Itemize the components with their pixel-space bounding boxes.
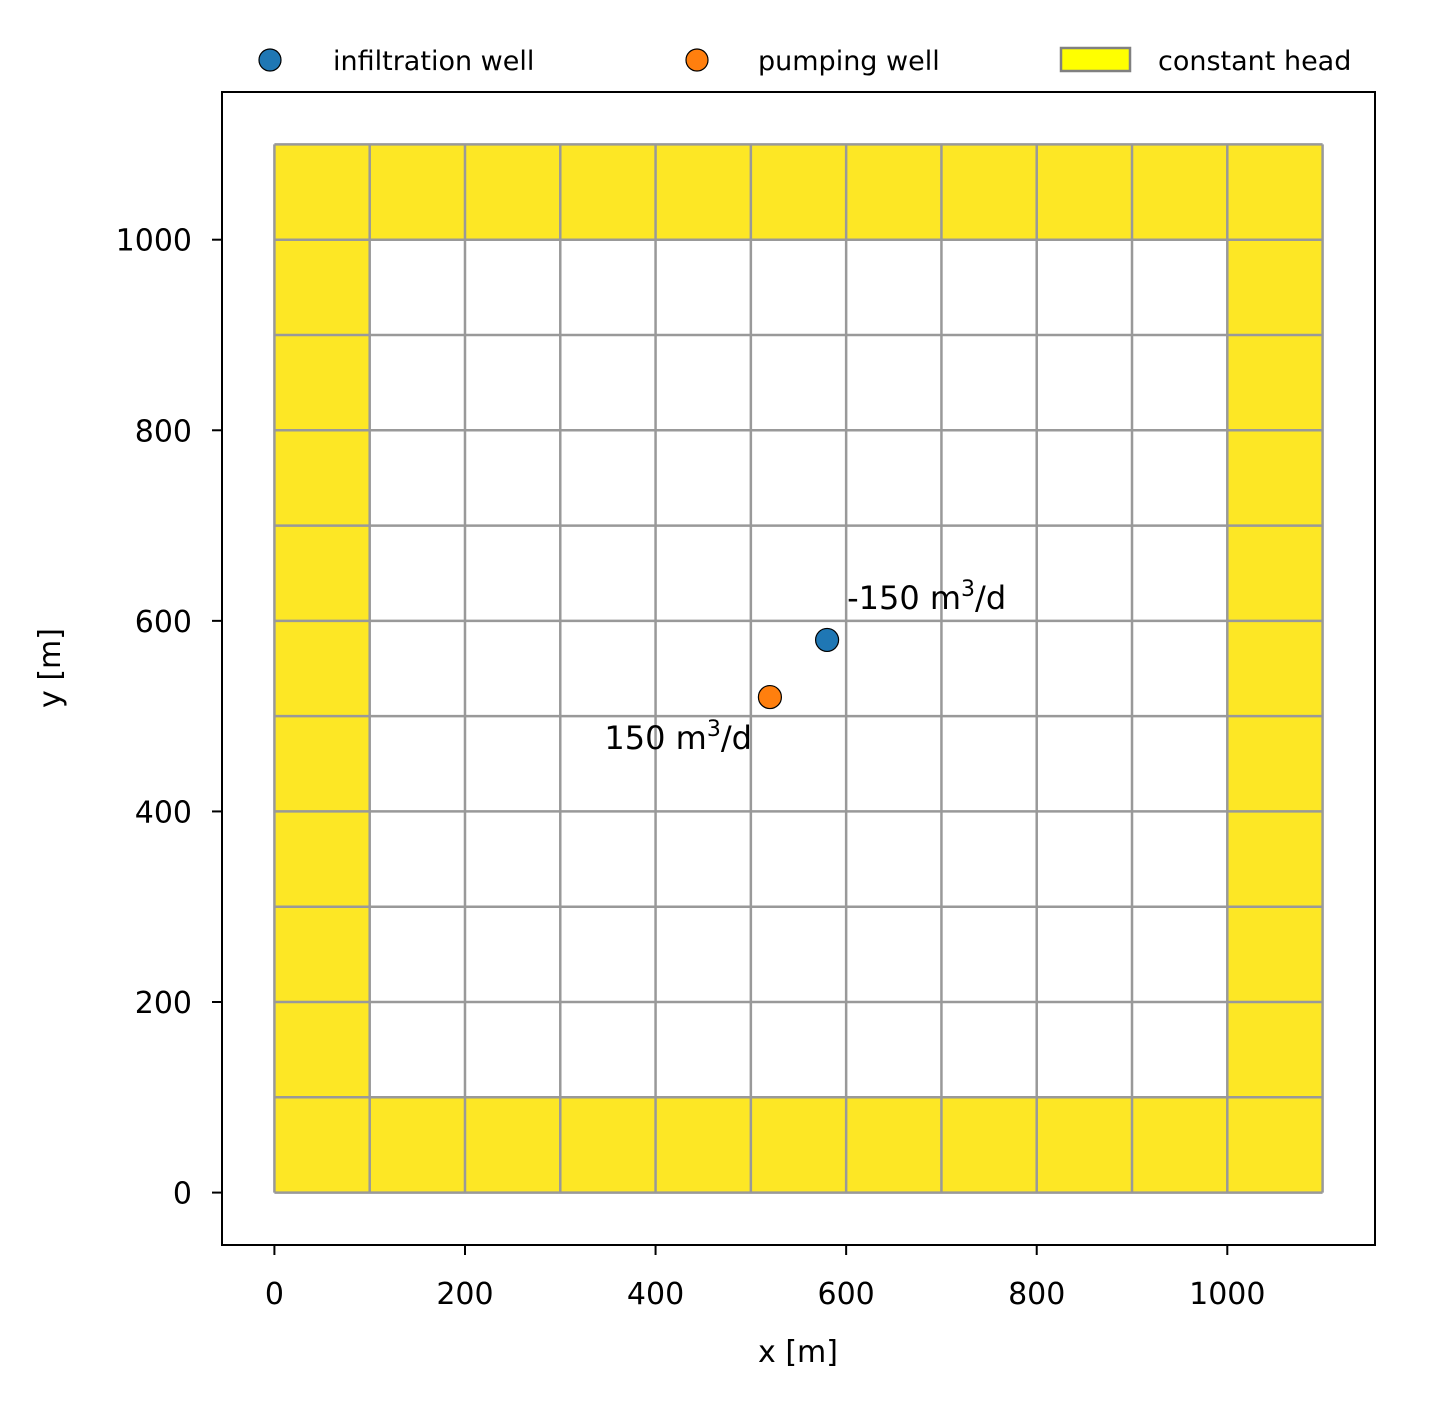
- legend-label-constant-head: constant head: [1158, 46, 1351, 77]
- legend-marker-pumping-well: [685, 48, 709, 72]
- constant-head-cell: [1227, 620, 1323, 717]
- constant-head-cell: [369, 144, 465, 240]
- constant-head-cell: [941, 144, 1037, 240]
- constant-head-cell: [274, 620, 370, 717]
- y-tick-label: 200: [135, 986, 192, 1021]
- constant-head-cell: [1227, 334, 1323, 431]
- constant-head-cell: [1227, 716, 1323, 812]
- constant-head-cell: [1227, 1097, 1323, 1193]
- pumping-well-rate-label: 150 m3/d: [604, 717, 752, 757]
- plot-frame: [221, 91, 1376, 1246]
- constant-head-cell: [846, 144, 942, 240]
- constant-head-cell: [941, 1097, 1037, 1193]
- constant-head-cell: [274, 525, 370, 621]
- legend-item-constant-head: constant head: [1059, 46, 1351, 77]
- legend-patch-constant-head: [1059, 46, 1132, 73]
- constant-head-cell: [274, 716, 370, 812]
- x-tick-label: 400: [627, 1277, 684, 1312]
- legend-label-pumping-well: pumping well: [758, 46, 940, 77]
- legend: infiltration well pumping well constant …: [258, 46, 1351, 77]
- constant-head-cell: [1227, 144, 1323, 240]
- constant-head-cell: [1036, 1097, 1133, 1193]
- constant-head-cell: [1227, 906, 1323, 1003]
- constant-head-cell: [1132, 1097, 1228, 1193]
- x-tick-label: 0: [265, 1277, 284, 1312]
- x-tick-label: 800: [1008, 1277, 1065, 1312]
- well-rate-annotations: -150 m3/d 150 m3/d: [604, 577, 1006, 757]
- x-axis-ticks: 0 200 400 600 800 1000: [265, 1245, 1265, 1312]
- legend-marker-infiltration-well: [258, 48, 282, 72]
- constant-head-cell: [464, 144, 561, 240]
- constant-head-cell: [274, 811, 370, 907]
- constant-head-cells: [274, 144, 1323, 1193]
- constant-head-cell: [464, 1097, 561, 1193]
- y-tick-label: 0: [173, 1177, 192, 1212]
- well-markers: [757, 627, 840, 710]
- infiltration-well-marker: [814, 627, 840, 653]
- constant-head-cell: [369, 1097, 465, 1193]
- constant-head-cell: [560, 1097, 656, 1193]
- x-tick-label: 200: [436, 1277, 493, 1312]
- constant-head-cell: [1227, 1002, 1323, 1098]
- x-tick-label: 600: [818, 1277, 875, 1312]
- y-axis-label: y [m]: [33, 628, 68, 708]
- pumping-well-marker: [757, 684, 783, 710]
- constant-head-cell: [655, 144, 751, 240]
- y-tick-label: 1000: [116, 224, 192, 259]
- constant-head-cell: [1132, 144, 1228, 240]
- constant-head-cell: [274, 239, 370, 335]
- constant-head-cell: [274, 906, 370, 1003]
- constant-head-cell: [560, 144, 656, 240]
- infiltration-well-rate-label: -150 m3/d: [847, 577, 1006, 617]
- constant-head-cell: [750, 1097, 847, 1193]
- constant-head-cell: [274, 144, 370, 240]
- constant-head-cell: [1227, 811, 1323, 907]
- constant-head-cell: [1227, 430, 1323, 526]
- y-axis-ticks: 0 200 400 600 800 1000: [116, 224, 222, 1212]
- x-tick-label: 1000: [1189, 1277, 1265, 1312]
- constant-head-cell: [274, 1002, 370, 1098]
- legend-label-infiltration-well: infiltration well: [333, 46, 534, 77]
- constant-head-cell: [274, 334, 370, 431]
- constant-head-cell: [750, 144, 847, 240]
- constant-head-cell: [274, 430, 370, 526]
- constant-head-cell: [1227, 525, 1323, 621]
- constant-head-cell: [274, 1097, 370, 1193]
- y-tick-label: 600: [135, 605, 192, 640]
- legend-item-pumping-well: pumping well: [685, 46, 940, 77]
- legend-item-infiltration-well: infiltration well: [258, 46, 534, 77]
- constant-head-cell: [655, 1097, 751, 1193]
- y-tick-label: 400: [135, 795, 192, 830]
- constant-head-cell: [1227, 239, 1323, 335]
- x-axis-label: x [m]: [758, 1335, 838, 1370]
- constant-head-cell: [846, 1097, 942, 1193]
- constant-head-cell: [1036, 144, 1133, 240]
- y-tick-label: 800: [135, 414, 192, 449]
- model-grid-lines: [273, 143, 1324, 1194]
